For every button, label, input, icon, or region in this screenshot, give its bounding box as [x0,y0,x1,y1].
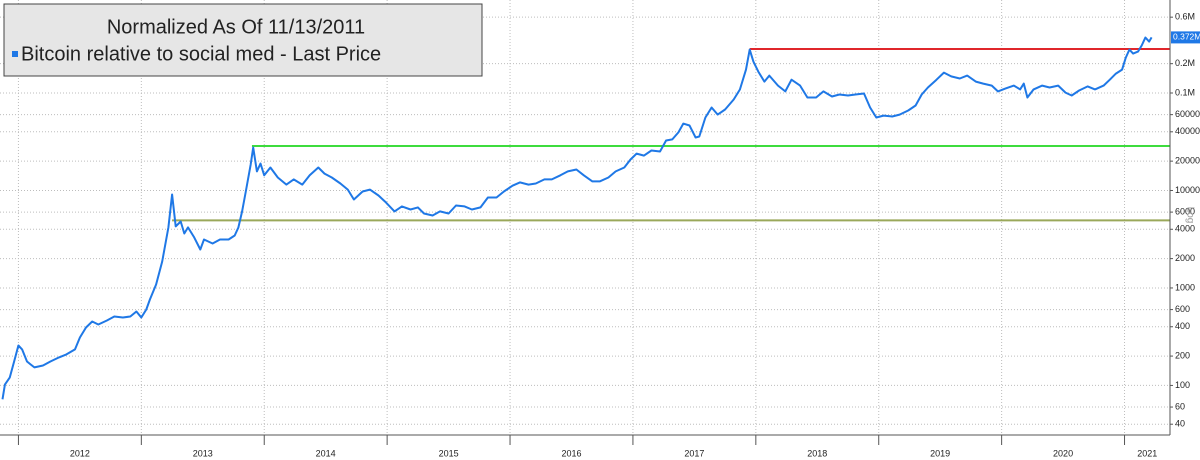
x-tick-label: 2019 [930,448,950,458]
legend-box [3,3,483,77]
y-tick-label: 1000 [1175,282,1195,292]
y-tick-label: 0.2M [1175,58,1195,68]
x-tick-label: 2020 [1053,448,1073,458]
x-tick-label: 2015 [439,448,459,458]
x-tick-label: 2013 [193,448,213,458]
series-line [1,36,1153,400]
y-tick-label: 40000 [1175,126,1200,136]
legend-entry: Bitcoin relative to social med - Last Pr… [21,43,381,65]
last-price-label: 0.372M [1173,32,1200,42]
y-tick-label: 10000 [1175,185,1200,195]
x-tick-label: 2017 [684,448,704,458]
y-tick-label: 6000 [1175,206,1195,216]
y-tick-label: 600 [1175,304,1190,314]
legend: Normalized As Of 11/13/2011 Bitcoin rela… [3,3,483,77]
y-tick-label: 200 [1175,350,1190,360]
x-tick-label: 2018 [807,448,827,458]
y-tick-label: 0.6M [1175,12,1195,22]
last-price-box [1171,31,1200,44]
legend-swatch [12,51,18,57]
axes: 40 60 100 200 400 600 1000 2000 4000 6000 10000 200… [17,12,1200,458]
y-tick-label: 4000 [1175,224,1195,234]
y-tick-label: 60000 [1175,109,1200,119]
y-tick-label: 20000 [1175,156,1200,166]
grid [0,0,1170,435]
y-tick-label: 40 [1175,419,1185,429]
x-tick-label: 2016 [561,448,581,458]
x-tick-label: 2014 [316,448,336,458]
y-tick-label: 400 [1175,321,1190,331]
scale-label: Log [1184,207,1195,224]
x-tick-label: 2012 [70,448,90,458]
plot [1,36,1170,400]
y-tick-label: 100 [1175,380,1190,390]
y-tick-label: 2000 [1175,253,1195,263]
y-tick-label: 0.1M [1175,87,1195,97]
y-tick-label: 60 [1175,401,1185,411]
x-tick-label: 2021 [1137,448,1157,458]
legend-title: Normalized As Of 11/13/2011 [107,16,365,38]
